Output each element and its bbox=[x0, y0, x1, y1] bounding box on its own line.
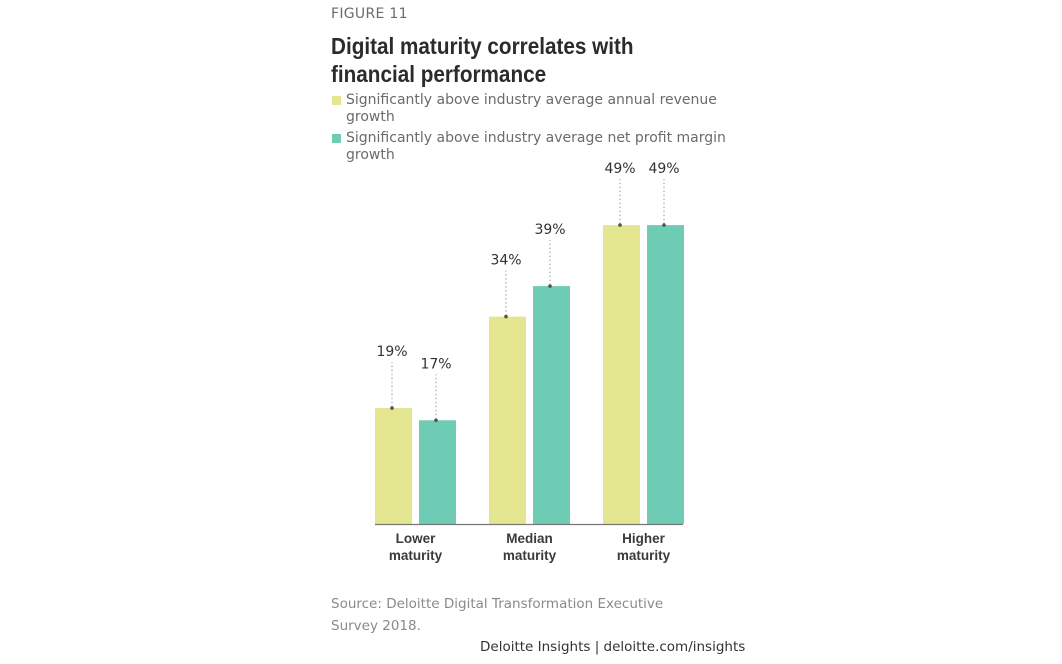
data-label: 19% bbox=[376, 344, 407, 360]
bar-revenue-2 bbox=[603, 225, 640, 524]
source-note: Source: Deloitte Digital Transformation … bbox=[331, 596, 664, 634]
figure-label: FIGURE 11 bbox=[331, 6, 408, 22]
legend-label-profit: Significantly above industry average net… bbox=[346, 130, 726, 163]
legend-item-revenue: Significantly above industry average ann… bbox=[331, 92, 731, 126]
category-label: Higher bbox=[622, 531, 666, 546]
category-label: maturity bbox=[389, 548, 443, 563]
bar-profit-0 bbox=[419, 420, 456, 524]
data-label: 34% bbox=[490, 253, 521, 269]
data-label: 49% bbox=[648, 161, 679, 177]
leader-dot bbox=[390, 406, 394, 410]
category-label: maturity bbox=[617, 548, 671, 563]
category-label: Median bbox=[506, 531, 553, 546]
bar-revenue-0 bbox=[375, 408, 412, 524]
leader-dot bbox=[662, 223, 666, 227]
leader-dot bbox=[548, 284, 552, 288]
legend-swatch-profit bbox=[332, 134, 341, 143]
leader-dot bbox=[434, 418, 438, 423]
data-label: 49% bbox=[604, 161, 635, 177]
category-label: Lower bbox=[396, 531, 437, 546]
category-label: maturity bbox=[503, 548, 557, 563]
legend-label-revenue: Significantly above industry average ann… bbox=[346, 92, 717, 125]
leader-dot bbox=[618, 223, 622, 227]
bar-revenue-1 bbox=[489, 316, 526, 524]
credit-line: Deloitte Insights | deloitte.com/insight… bbox=[480, 639, 746, 655]
chart-legend: Significantly above industry average ann… bbox=[331, 92, 731, 168]
legend-item-profit: Significantly above industry average net… bbox=[331, 130, 731, 164]
leader-dot bbox=[504, 314, 508, 319]
data-label: 39% bbox=[534, 222, 565, 238]
legend-swatch-revenue bbox=[332, 96, 341, 105]
data-label: 17% bbox=[420, 356, 451, 372]
bar-profit-2 bbox=[647, 225, 684, 524]
bar-profit-1 bbox=[533, 286, 570, 524]
chart-title: Digital maturity correlates with financi… bbox=[331, 33, 634, 87]
